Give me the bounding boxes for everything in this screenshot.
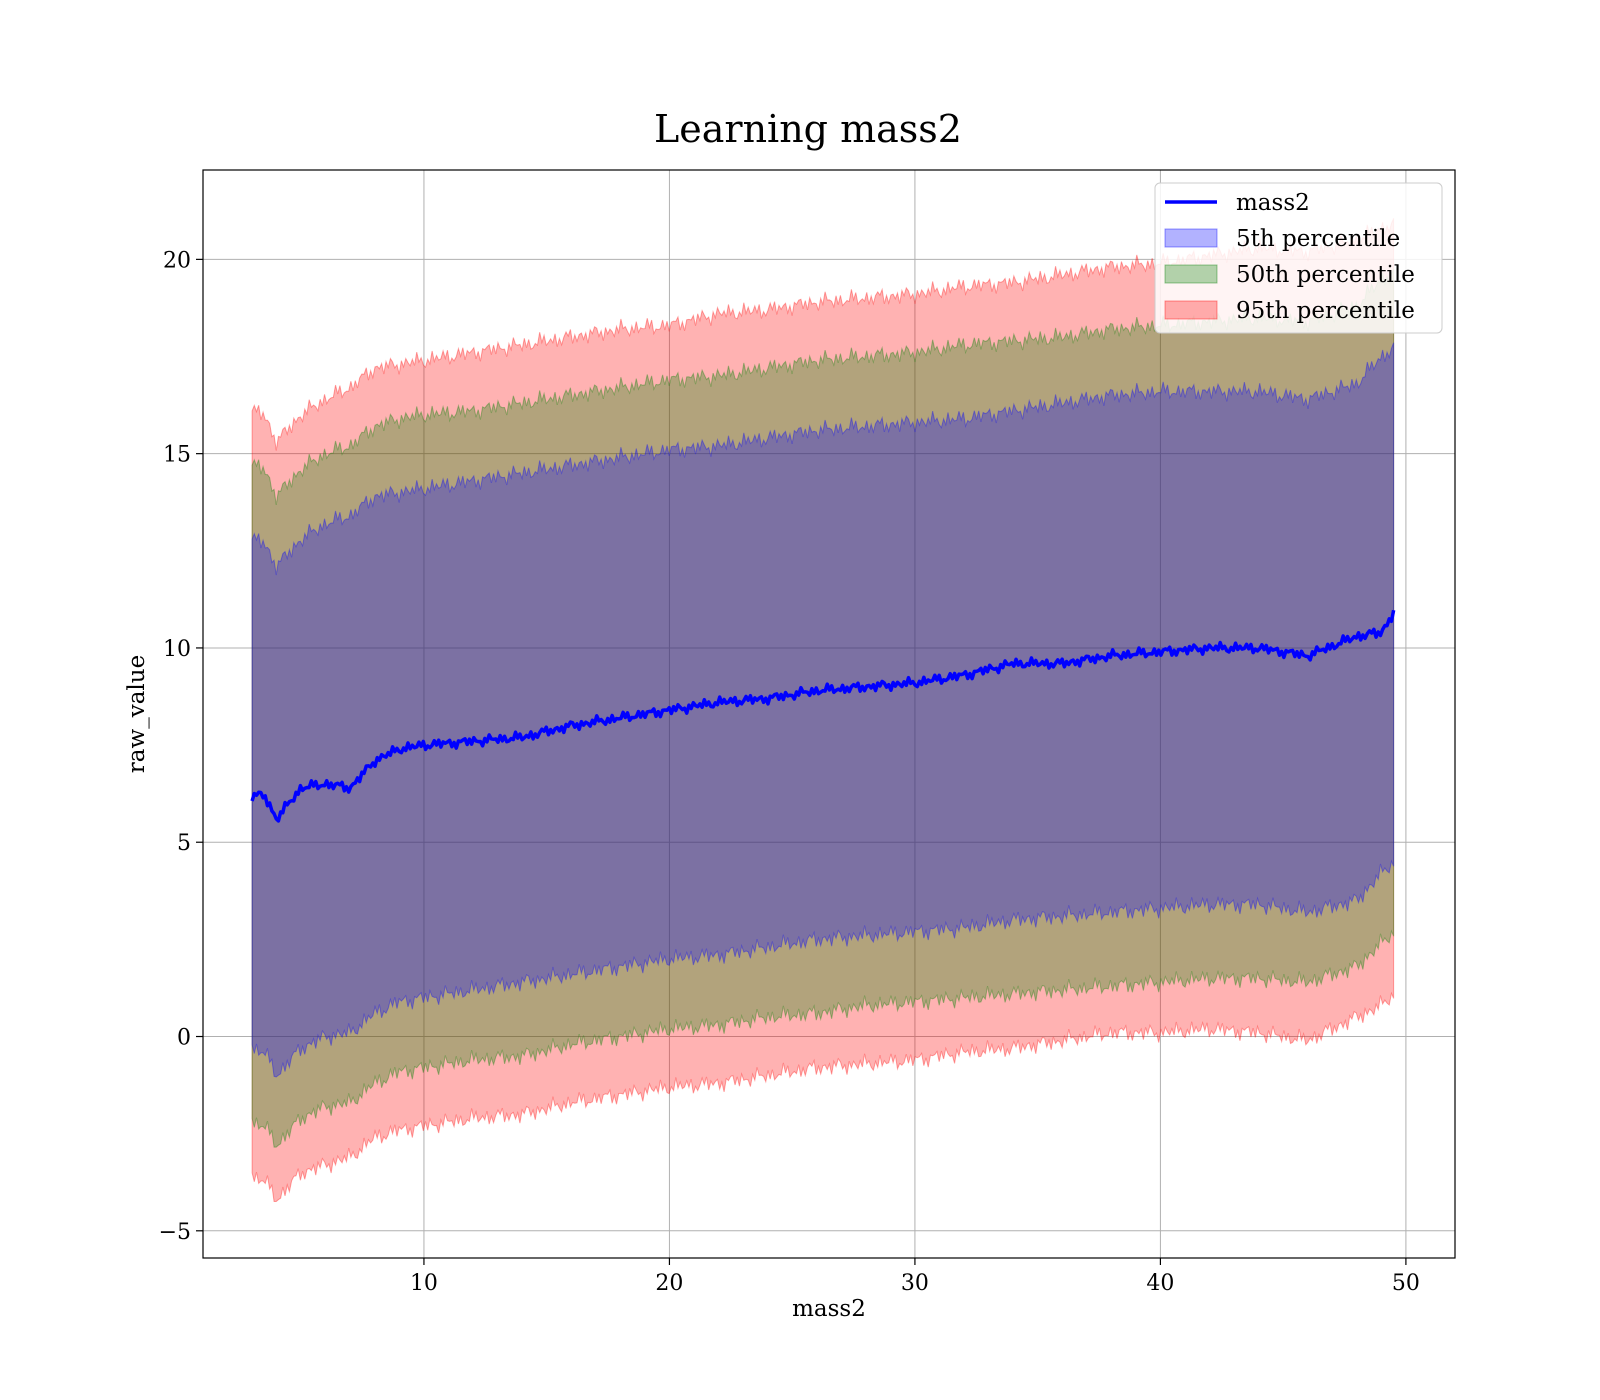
y-tick-label: 5 [177,831,191,856]
x-tick-label: 20 [655,1271,683,1296]
plot-background [203,170,1455,1258]
y-tick-label: 10 [163,637,191,662]
legend-box [1154,182,1443,334]
x-axis-label: mass2 [792,1296,866,1322]
chart-title: Learning mass2 [654,107,962,151]
y-tick-label: 0 [177,1026,191,1051]
x-gridlines [423,170,1407,1258]
x-axis-ticks: 10 20 30 40 50 [410,1258,1420,1296]
legend-label-mass2: mass2 [1236,190,1310,216]
band-50th-percentile [251,268,1395,1148]
plot-area [202,169,1456,1259]
y-tick-label: 20 [163,248,191,273]
legend-swatch-95th [1164,300,1218,320]
legend-label-95th: 95th percentile [1236,298,1415,324]
x-tick-label: 40 [1146,1271,1174,1296]
x-tick-label: 50 [1392,1271,1420,1296]
legend-label-50th: 50th percentile [1236,262,1415,288]
y-tick-label: 15 [163,443,191,468]
band-5th-percentile [251,342,1395,1078]
legend-swatch-50th [1164,264,1218,284]
y-axis-ticks: −5 0 5 10 15 20 [159,248,203,1245]
plot-frame [202,169,1456,1259]
legend-label-5th: 5th percentile [1236,226,1400,252]
mass2-line-group [250,609,1396,823]
band-95th-percentile [251,218,1395,1203]
mass2-line [250,609,1396,823]
percentile-bands [251,218,1395,1203]
y-tick-label: −5 [159,1220,191,1245]
legend-swatch-5th [1164,228,1218,248]
y-axis-label: raw_value [124,655,150,773]
legend: mass2 5th percentile 50th percentile 95t… [1154,182,1443,334]
x-tick-label: 30 [901,1271,929,1296]
x-tick-label: 10 [410,1271,438,1296]
